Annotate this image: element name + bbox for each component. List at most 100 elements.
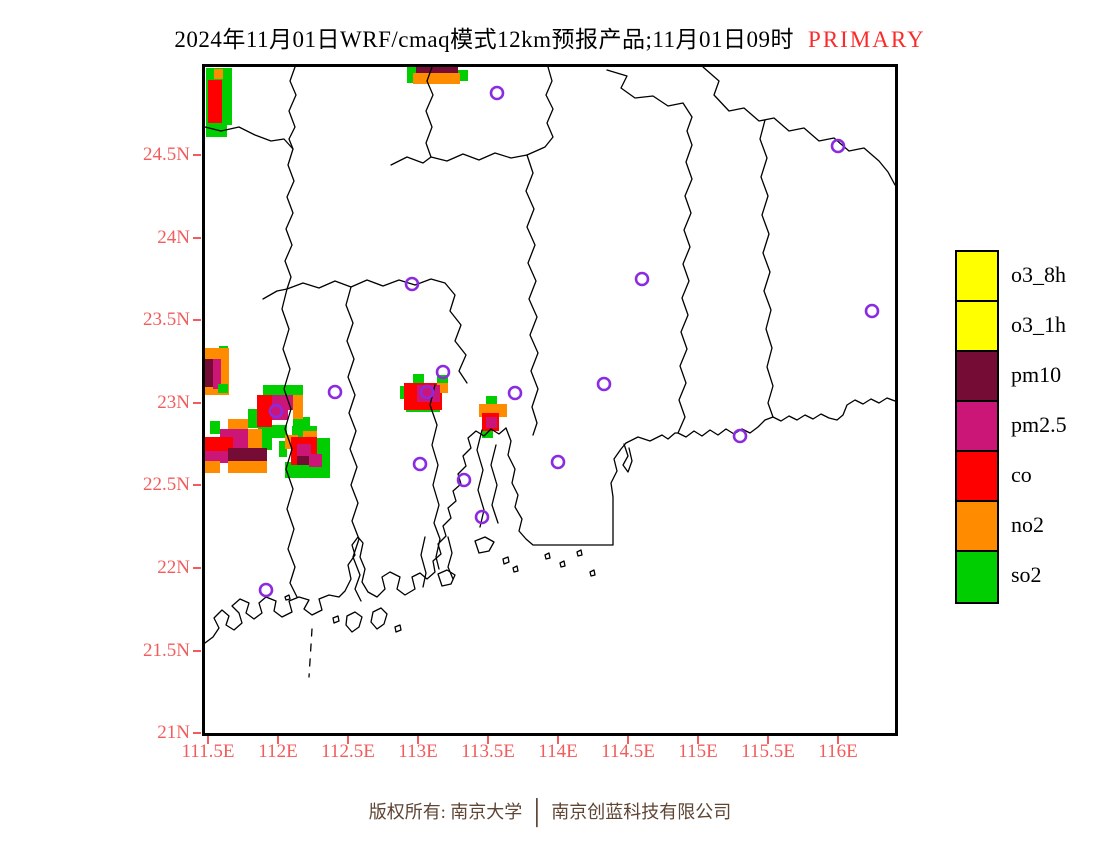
city-marker [550,454,566,470]
grid-cell-so2 [486,396,497,407]
grid-cell-so2 [285,462,316,478]
boundary-line [476,429,485,528]
island [474,536,495,554]
city-marker [507,385,523,401]
x-axis-tick [837,736,839,744]
grid-cell-so2 [258,425,287,438]
grid-cell-no2 [228,461,267,473]
maritime-dashed-line [308,628,313,678]
island [345,611,363,633]
boundary-line [525,154,539,436]
grid-cell-so2 [210,421,220,434]
grid-cell-pm25 [205,450,228,463]
pollutant-grid-cells [205,67,507,478]
grid-cell-so2 [263,385,303,395]
grid-cell-pm25 [297,444,311,457]
grid-cell-co [208,80,222,123]
y-axis-label: 24N [157,227,190,248]
city-marker [634,271,650,287]
copyright-footer: 版权所有: 南京大学 │ 南京创蓝科技有限公司 [0,798,1100,827]
boundary-line [345,286,362,602]
y-axis-tick [193,154,201,156]
boundary-line [390,152,528,166]
city-marker [732,428,748,444]
grid-cell-no2 [248,429,262,452]
boundary-line [447,536,454,580]
x-axis-label: 113.5E [461,741,515,762]
grid-cell-so2 [400,386,407,399]
x-axis-tick [277,736,279,744]
grid-cell-pm25 [486,417,497,428]
x-axis-label: 113E [398,741,438,762]
legend-swatch-pm10 [955,350,999,404]
grid-cell-so2 [458,70,468,81]
y-axis-label: 22.5N [143,474,190,495]
province-boundaries [205,67,895,678]
legend-swatch-no2 [955,500,999,554]
legend-label-no2: no2 [1011,512,1044,537]
map-frame [202,64,898,736]
x-axis-tick [767,736,769,744]
coastline [205,427,507,644]
grid-cell-no2 [437,383,448,393]
grid-cell-so2 [407,67,416,75]
legend-label-co: co [1011,462,1032,487]
grid-cell-so2 [316,438,330,478]
city-marker [404,276,420,292]
island [284,594,291,601]
x-axis-label: 114.5E [601,741,655,762]
legend-swatch-co [955,450,999,504]
grid-cell-pm25 [213,359,221,389]
grid-cell-so2 [248,409,258,428]
legend-swatch-so2 [955,550,999,604]
grid-cell-no2 [228,419,248,432]
city-marker [327,384,343,400]
x-axis-tick [347,736,349,744]
y-axis-tick [193,319,201,321]
island [544,552,551,560]
island [437,569,456,587]
boundary-line [490,444,499,524]
y-axis-tick [193,567,201,569]
x-axis-tick [627,736,629,744]
island [576,549,583,557]
boundary-line [284,67,297,290]
city-marker [268,403,284,419]
x-axis-tick [207,736,209,744]
city-markers [258,85,880,598]
boundary-line [759,119,774,418]
city-marker [864,303,880,319]
island [332,615,340,624]
grid-cell-no2 [413,73,460,84]
boundary-line [281,288,298,598]
legend-label-pm2.5: pm2.5 [1011,412,1067,437]
y-axis-tick [193,237,201,239]
city-marker [474,509,490,525]
y-axis-tick [193,650,201,652]
grid-cell-no2 [205,461,220,473]
grid-cell-so2 [279,441,287,457]
island [370,607,388,630]
footer-separator: │ [528,800,546,826]
island [589,569,596,577]
grid-cell-pm10 [416,67,458,73]
x-axis-tick [557,736,559,744]
copyright-owner: 版权所有: 南京大学 [368,802,523,822]
x-axis-label: 112E [258,741,298,762]
city-marker [419,384,435,400]
x-axis-label: 112.5E [321,741,375,762]
boundary-line [429,384,441,570]
coastline-inlet [622,443,633,473]
y-axis-label: 24.5N [143,144,190,165]
grid-cell-pm10 [297,456,309,465]
grid-cell-co [205,437,233,451]
x-axis-tick [697,736,699,744]
boundary-line [420,536,427,588]
map-canvas [205,67,895,678]
coastline [625,397,895,444]
x-axis-label: 114E [538,741,578,762]
x-axis-label: 115.5E [741,741,795,762]
y-axis-tick [193,732,201,734]
y-axis-label: 22N [157,557,190,578]
boundary-line [702,67,895,186]
